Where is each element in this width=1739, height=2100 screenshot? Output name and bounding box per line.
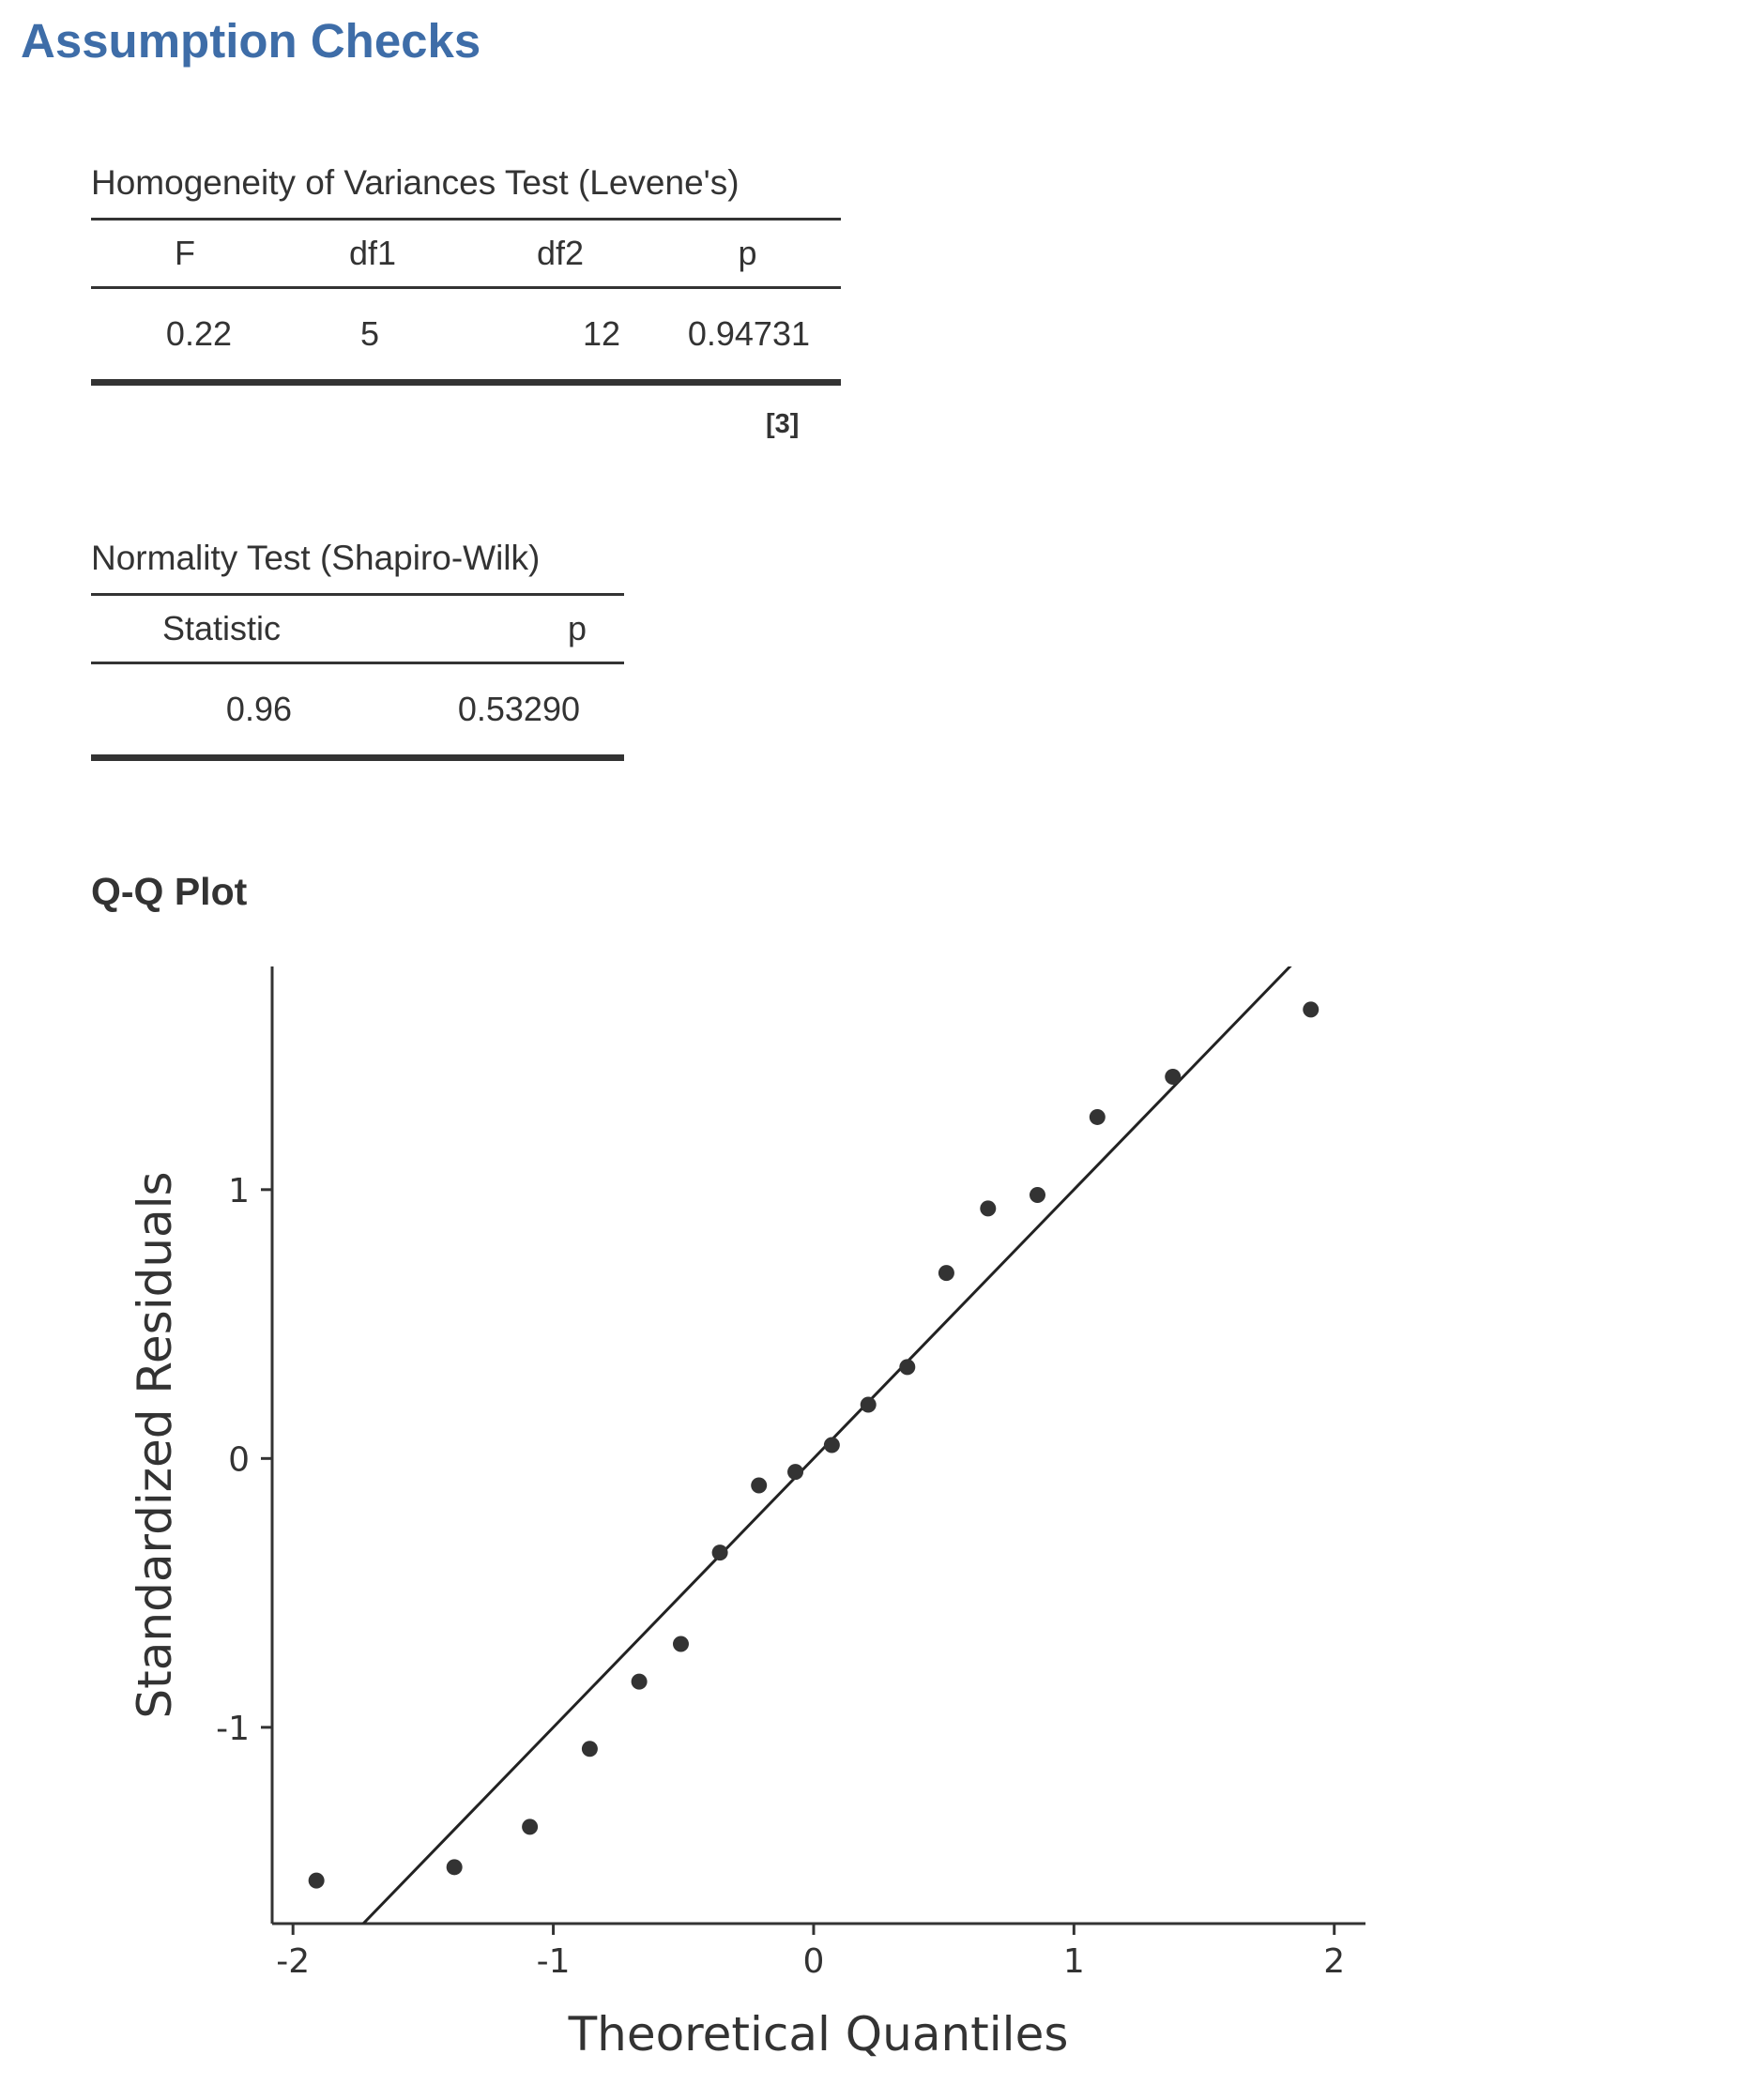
qq-point — [308, 1872, 325, 1889]
levene-table: F df1 df2 p 0.22 5 12 0.94731 — [91, 218, 841, 386]
qq-point — [581, 1741, 598, 1758]
qq-axes — [270, 966, 1365, 1925]
shapiro-col-statistic: Statistic — [91, 593, 358, 664]
qq-point — [1030, 1187, 1045, 1204]
levene-col-p: p — [654, 218, 841, 289]
qq-point — [787, 1464, 804, 1481]
levene-value-df2: 12 — [466, 287, 654, 386]
x-tick-label: 0 — [802, 1942, 824, 1981]
levene-value-f: 0.22 — [91, 287, 279, 386]
table-row: 0.22 5 12 0.94731 — [91, 287, 841, 386]
page-title: Assumption Checks — [21, 14, 481, 68]
qq-point — [938, 1265, 954, 1282]
qq-point — [860, 1396, 877, 1413]
levene-value-p: 0.94731 — [654, 287, 841, 386]
qq-point — [1165, 1068, 1182, 1085]
levene-col-df2: df2 — [466, 218, 654, 289]
qq-reference-line — [360, 966, 1292, 1924]
x-axis-label: Theoretical Quantiles — [568, 2007, 1069, 2062]
x-tick-label: 1 — [1063, 1942, 1085, 1981]
shapiro-table-block: Normality Test (Shapiro-Wilk) Statistic … — [91, 540, 624, 761]
qq-point — [1089, 1108, 1106, 1125]
shapiro-value-statistic: 0.96 — [91, 662, 358, 761]
levene-table-title: Homogeneity of Variances Test (Levene's) — [91, 163, 740, 202]
shapiro-table-title: Normality Test (Shapiro-Wilk) — [91, 539, 541, 577]
levene-col-f: F — [91, 218, 279, 289]
shapiro-header-row: Statistic p — [91, 593, 624, 664]
x-ticks: -2 -1 0 1 2 — [276, 1924, 1345, 1981]
qq-plot-title: Q-Q Plot — [91, 870, 248, 913]
x-tick-label: -2 — [276, 1942, 310, 1981]
y-axis-label: Standardized Residuals — [128, 1171, 182, 1718]
levene-table-block: Homogeneity of Variances Test (Levene's)… — [91, 165, 841, 386]
shapiro-value-p: 0.53290 — [358, 662, 624, 761]
y-tick-label: -1 — [216, 1710, 250, 1748]
qq-point — [446, 1859, 463, 1876]
qq-point — [980, 1200, 997, 1217]
table-row: 0.96 0.53290 — [91, 662, 624, 761]
qq-point — [672, 1636, 689, 1652]
y-tick-label: 0 — [228, 1440, 250, 1479]
qq-point — [522, 1818, 539, 1835]
shapiro-col-p: p — [358, 593, 624, 664]
x-tick-label: 2 — [1323, 1942, 1345, 1981]
levene-value-df1: 5 — [279, 287, 466, 386]
levene-col-df1: df1 — [279, 218, 466, 289]
levene-header-row: F df1 df2 p — [91, 218, 841, 289]
qq-point — [711, 1545, 728, 1561]
qq-point — [899, 1359, 916, 1376]
levene-footnote: [3] — [766, 409, 800, 439]
y-tick-label: 1 — [228, 1172, 250, 1210]
qq-point — [631, 1673, 648, 1690]
qq-point — [823, 1437, 840, 1453]
x-tick-label: -1 — [537, 1942, 571, 1981]
y-ticks: -1 0 1 — [216, 1172, 272, 1748]
qq-point — [1303, 1001, 1320, 1018]
qq-point — [751, 1477, 768, 1494]
shapiro-table: Statistic p 0.96 0.53290 — [91, 593, 624, 761]
qq-points — [308, 1001, 1320, 1889]
